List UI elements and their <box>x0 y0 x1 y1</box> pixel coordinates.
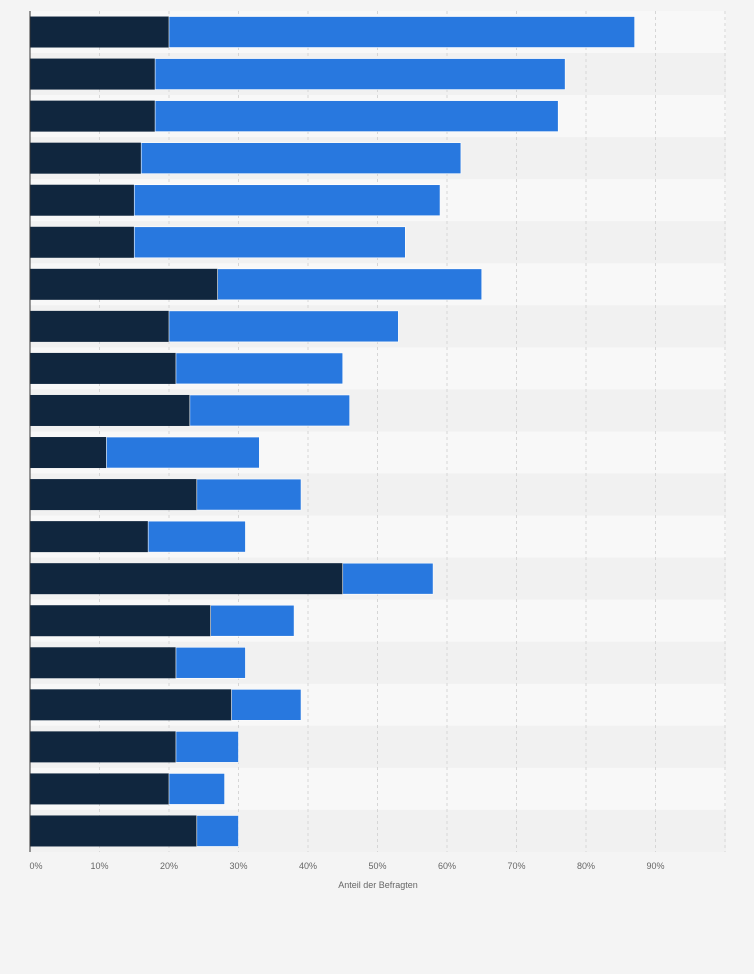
bar-segment-series-1 <box>30 731 176 763</box>
x-tick-label: 40% <box>299 861 317 871</box>
x-axis-label: Anteil der Befragten <box>338 880 418 890</box>
bar-segment-series-2 <box>175 352 344 385</box>
bar-segment-series-2 <box>189 394 351 427</box>
bar-segment-series-1 <box>30 226 135 258</box>
bar-segment-series-1 <box>30 100 156 132</box>
bar-segment-series-1 <box>30 647 176 679</box>
bar-segment-series-2 <box>217 268 483 301</box>
bar-segment-series-2 <box>154 100 559 132</box>
bar-segment-series-1 <box>30 605 211 637</box>
bar-segment-series-2 <box>106 436 260 469</box>
x-tick-label: 10% <box>90 861 108 871</box>
bar-segment-series-2 <box>168 310 399 343</box>
bar-segment-series-2 <box>196 478 302 511</box>
bar-segment-series-1 <box>30 479 197 511</box>
bar-segment-series-1 <box>30 268 218 300</box>
x-tick-label: 30% <box>229 861 247 871</box>
bar-segment-series-1 <box>30 16 169 48</box>
bar-segment-series-1 <box>30 58 156 90</box>
bar-segment-series-2 <box>154 58 566 90</box>
bar-segment-series-2 <box>175 731 239 763</box>
bar-segment-series-2 <box>168 773 225 805</box>
bar-segment-series-1 <box>30 563 343 595</box>
bar-segment-series-2 <box>133 226 406 259</box>
bar-segment-series-2 <box>196 815 239 847</box>
x-tick-label: 50% <box>368 861 386 871</box>
x-tick-label: 80% <box>577 861 595 871</box>
bar-segment-series-1 <box>30 394 190 426</box>
bar-segment-series-2 <box>231 689 302 721</box>
x-tick-label: 0% <box>29 861 42 871</box>
bar-segment-series-1 <box>30 521 149 553</box>
bar-segment-series-1 <box>30 310 169 342</box>
x-tick-label: 60% <box>438 861 456 871</box>
bar-segment-series-2 <box>210 604 295 637</box>
x-tick-label: 90% <box>646 861 664 871</box>
bar-segment-series-1 <box>30 689 232 721</box>
bar-segment-series-1 <box>30 437 107 469</box>
bar-segment-series-2 <box>175 646 246 679</box>
bar-segment-series-2 <box>342 562 434 595</box>
bar-segment-series-1 <box>30 773 169 805</box>
bar-segment-series-1 <box>30 815 197 847</box>
bar-segment-series-1 <box>30 142 142 174</box>
bar-segment-series-2 <box>147 520 246 553</box>
bar-segment-series-2 <box>168 16 635 48</box>
x-tick-label: 70% <box>507 861 525 871</box>
bar-segment-series-2 <box>133 184 441 217</box>
x-tick-label: 20% <box>160 861 178 871</box>
bar-segment-series-2 <box>140 142 462 174</box>
bars <box>30 16 635 847</box>
bar-segment-series-1 <box>30 352 176 384</box>
bar-segment-series-1 <box>30 184 135 216</box>
x-tick-labels: 0% 10% 20% 30% 40% 50% 60% 70% 80% 90% <box>29 861 664 871</box>
